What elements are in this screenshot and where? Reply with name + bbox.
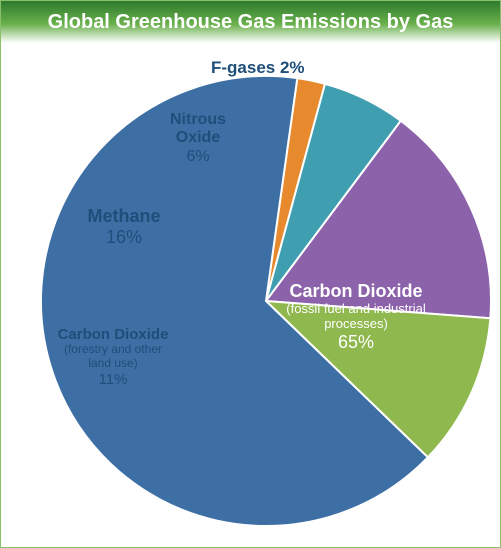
pie-chart <box>1 43 501 548</box>
chart-card: Global Greenhouse Gas Emissions by Gas F… <box>0 0 501 548</box>
pie-chart-area: F-gases 2%NitrousOxide6%Methane16%Carbon… <box>1 43 500 547</box>
page-title: Global Greenhouse Gas Emissions by Gas <box>1 1 500 43</box>
